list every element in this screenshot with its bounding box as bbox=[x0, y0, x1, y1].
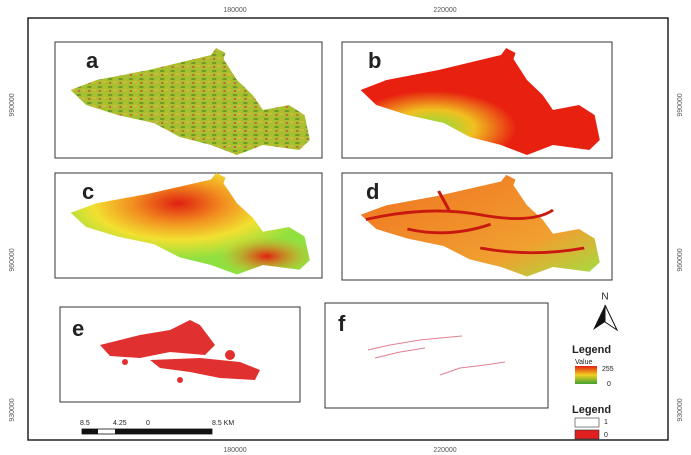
legend-item: 1 bbox=[604, 419, 608, 426]
scale-bar bbox=[82, 429, 212, 434]
legend-title: Legend bbox=[572, 404, 611, 416]
legend-swatch bbox=[575, 430, 599, 439]
panel-label: a bbox=[86, 48, 99, 73]
top-tick: 180000 bbox=[223, 7, 246, 14]
legend-low: 0 bbox=[607, 381, 611, 388]
bottom-tick: 180000 bbox=[223, 447, 246, 454]
right-tick: 960000 bbox=[677, 248, 684, 271]
right-tick: 930000 bbox=[677, 398, 684, 421]
north-arrow bbox=[593, 305, 605, 330]
panel-f bbox=[325, 303, 548, 408]
legend-title: Legend bbox=[572, 344, 611, 356]
scale-label: 0 bbox=[146, 420, 150, 427]
scale-label: 8.5 KM bbox=[212, 420, 234, 427]
panel-label: b bbox=[368, 48, 381, 73]
scale-label: 8.5 bbox=[80, 420, 90, 427]
north-arrow bbox=[605, 305, 617, 330]
left-tick: 990000 bbox=[9, 93, 16, 116]
panel-label: e bbox=[72, 316, 84, 341]
right-tick: 990000 bbox=[677, 93, 684, 116]
left-tick: 930000 bbox=[9, 398, 16, 421]
bottom-tick: 220000 bbox=[433, 447, 456, 454]
top-tick: 220000 bbox=[433, 7, 456, 14]
legend-subtitle: Value bbox=[575, 359, 592, 366]
panel-e bbox=[60, 307, 300, 402]
legend-swatch bbox=[575, 418, 599, 427]
left-tick: 960000 bbox=[9, 248, 16, 271]
legend-high: 255 bbox=[602, 366, 614, 373]
map-figure: 180000 220000 180000 220000 990000 96000… bbox=[0, 0, 691, 455]
legend-item: 0 bbox=[604, 432, 608, 439]
panel-label: d bbox=[366, 179, 379, 204]
panel-label: f bbox=[338, 311, 346, 336]
scale-label: 4.25 bbox=[113, 420, 127, 427]
north-label: N bbox=[601, 292, 608, 303]
legend-ramp bbox=[575, 366, 597, 384]
panel-label: c bbox=[82, 179, 94, 204]
